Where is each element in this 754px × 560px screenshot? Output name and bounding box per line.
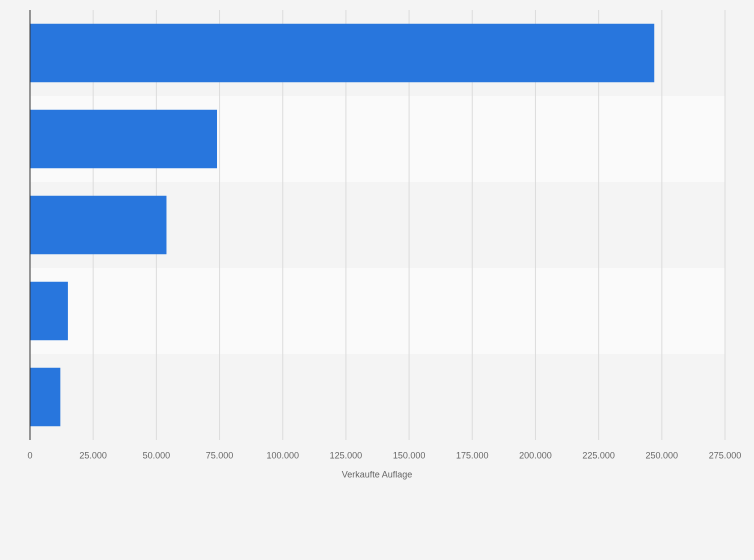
x-tick-label: 50.000 [143,450,171,460]
x-tick-label: 200.000 [519,450,552,460]
labels: 0 25.000 50.000 75.000 100.000 125.000 150.000… [27,10,741,460]
x-tick-label: 175.000 [456,450,489,460]
bar [30,367,61,427]
x-tick-label: 75.000 [206,450,234,460]
band [30,268,725,354]
bar [30,23,655,83]
x-tick-label: 125.000 [330,450,363,460]
x-tick-label: 275.000 [709,450,742,460]
x-tick-label: 225.000 [582,450,615,460]
bar [30,281,68,341]
x-tick-label: 0 [27,450,32,460]
x-tick-label: 150.000 [393,450,426,460]
bar [30,109,218,169]
x-tick-label: 100.000 [266,450,299,460]
x-tick-label: 250.000 [646,450,679,460]
x-axis-title: Verkaufte Auflage [342,469,413,479]
x-tick-label: 25.000 [79,450,107,460]
band [30,354,725,440]
bars [30,23,655,427]
bar [30,195,167,255]
bands [30,10,725,440]
